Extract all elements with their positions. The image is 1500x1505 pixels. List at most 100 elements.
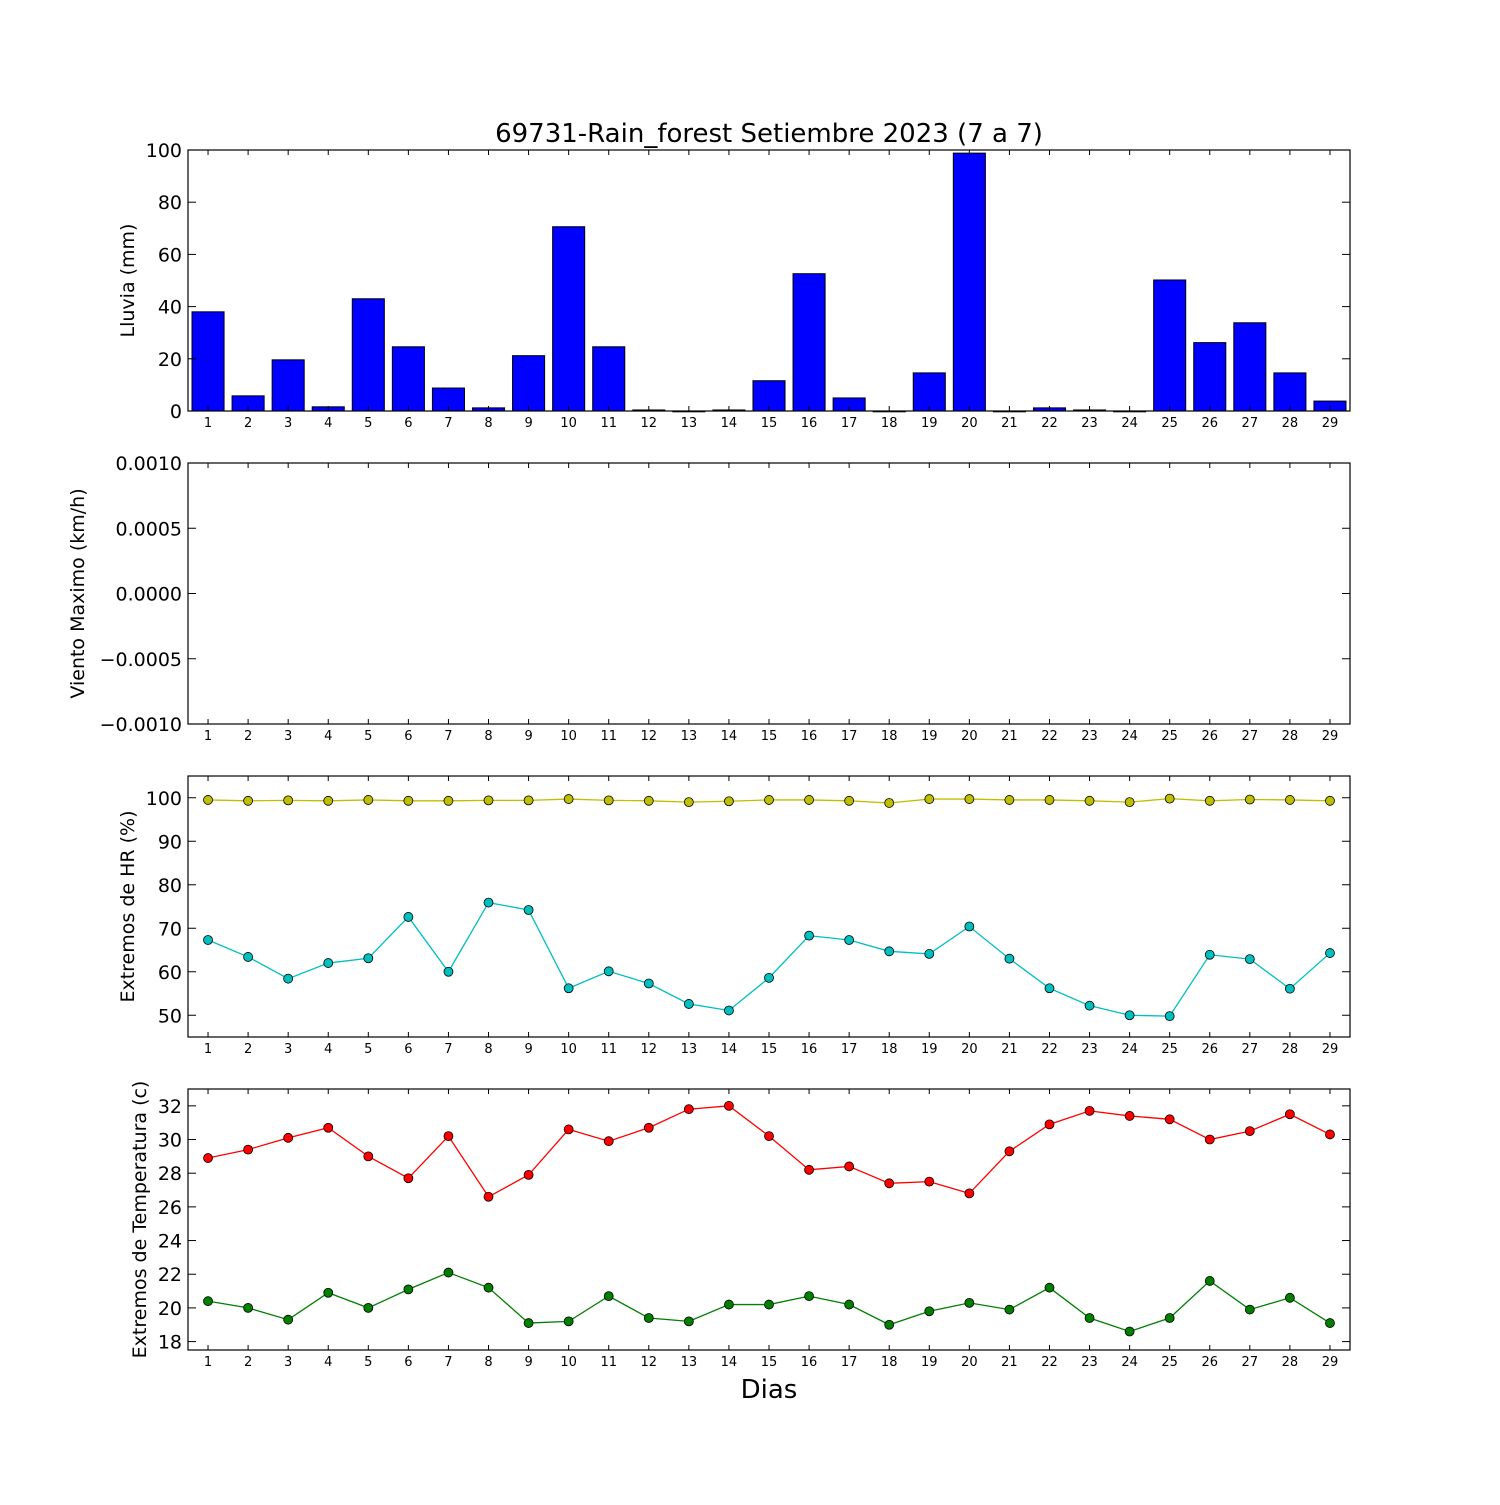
rain-x-tick-label: 4 (324, 416, 332, 431)
wind-x-tick-label: 8 (484, 729, 492, 744)
humidity-x-tick-label: 7 (444, 1042, 452, 1057)
temperature-series-2-point (603, 1291, 614, 1302)
temperature-panel: 1 2 3 4 5 6 7 8 9 10 11 12 13 14 15 16 17 18 19 20 21 22 23 24 2… (129, 1081, 1351, 1370)
temperature-x-tick-label: 24 (1121, 1355, 1138, 1370)
humidity-series-1-point (483, 795, 494, 806)
wind-x-tick-label: 22 (1041, 729, 1058, 744)
temperature-series-2-point (884, 1319, 895, 1330)
wind-x-tick-label: 16 (801, 729, 818, 744)
rain-bar (191, 311, 225, 412)
temperature-series-1-point (1164, 1114, 1175, 1125)
temperature-y-tick-label: 32 (158, 1096, 182, 1118)
rain-x-tick-label: 21 (1001, 416, 1018, 431)
wind-x-tick-label: 27 (1242, 729, 1259, 744)
humidity-series-1-point (563, 794, 574, 804)
temperature-series-1-point (203, 1153, 213, 1163)
humidity-series-1-point (1325, 795, 1335, 806)
temperature-series-1-point (523, 1169, 534, 1180)
humidity-x-tick-label: 13 (681, 1042, 698, 1057)
temperature-series-2-point (1124, 1326, 1135, 1337)
rain-x-tick-label: 11 (600, 416, 617, 431)
wind-x-tick-label: 2 (244, 729, 252, 744)
temperature-series-1-point (643, 1122, 654, 1133)
rain-x-tick-label: 16 (801, 416, 818, 431)
wind-y-tick-label: 0.0000 (116, 584, 182, 606)
humidity-x-tick-label: 25 (1161, 1042, 1178, 1057)
rain-bar (952, 152, 986, 412)
temperature-x-tick-label: 18 (881, 1355, 898, 1370)
rain-y-tick-label: 100 (146, 140, 182, 162)
rain-x-tick-label: 20 (961, 416, 978, 431)
humidity-x-tick-label: 8 (484, 1042, 492, 1057)
humidity-series-2-point (483, 897, 494, 908)
rain-y-tick-label: 0 (170, 401, 182, 423)
rain-bar (1193, 342, 1227, 412)
temperature-x-tick-label: 4 (324, 1355, 332, 1370)
humidity-series-2-point (523, 905, 534, 915)
humidity-series-1-point (283, 795, 294, 806)
humidity-series-2-point (563, 983, 574, 994)
temperature-series-1-point (363, 1151, 374, 1162)
rain-x-tick-label: 2 (244, 416, 252, 431)
humidity-x-tick-label: 28 (1282, 1042, 1299, 1057)
rain-y-tick-label: 20 (158, 349, 182, 371)
rain-x-tick-label: 8 (484, 416, 492, 431)
wind-x-tick-label: 6 (404, 729, 412, 744)
wind-y-tick-label: 0.0005 (116, 518, 182, 540)
wind-x-tick-label: 29 (1322, 729, 1339, 744)
wind-x-tick-label: 21 (1001, 729, 1018, 744)
wind-x-tick-label: 25 (1161, 729, 1178, 744)
temperature-series-1-point (884, 1178, 895, 1189)
temperature-series-1-point (1204, 1134, 1215, 1145)
subplots: 1 2 3 4 5 6 7 8 9 10 11 12 13 14 15 16 17 18 19 20 21 22 23 24 2… (67, 140, 1351, 1370)
humidity-series-2-point (683, 999, 694, 1009)
temperature-x-tick-label: 7 (444, 1355, 452, 1370)
wind-x-tick-label: 10 (560, 729, 577, 744)
temperature-y-tick-label: 30 (158, 1130, 182, 1152)
humidity-series-2-point (283, 973, 294, 984)
humidity-series-2-point (1285, 983, 1295, 994)
temperature-y-tick-label: 20 (158, 1298, 182, 1320)
temperature-y-axis-label: Extremos de Temperatura (c) (129, 1081, 151, 1359)
temperature-x-tick-label: 29 (1322, 1355, 1339, 1370)
humidity-series-1-point (1004, 795, 1015, 805)
humidity-series-2-point (724, 1005, 734, 1016)
rain-x-tick-label: 15 (761, 416, 778, 431)
temperature-series-1-point (1124, 1111, 1135, 1121)
humidity-x-tick-label: 3 (284, 1042, 292, 1057)
humidity-x-tick-label: 11 (600, 1042, 617, 1057)
temperature-series-2-point (683, 1316, 694, 1327)
temperature-x-tick-label: 17 (841, 1355, 858, 1370)
x-axis-label: Dias (741, 1375, 798, 1405)
humidity-series-1-point (643, 795, 654, 806)
humidity-x-tick-label: 18 (881, 1042, 898, 1057)
wind-x-tick-label: 9 (524, 729, 532, 744)
temperature-series-1-point (924, 1176, 935, 1187)
humidity-x-tick-label: 4 (324, 1042, 332, 1057)
humidity-series-2-point (1084, 1000, 1095, 1011)
wind-x-tick-label: 4 (324, 729, 332, 744)
temperature-x-tick-label: 22 (1041, 1355, 1058, 1370)
humidity-x-tick-label: 21 (1001, 1042, 1018, 1057)
rain-x-tick-label: 10 (560, 416, 577, 431)
rain-x-tick-label: 17 (841, 416, 858, 431)
temperature-series-2-point (1244, 1304, 1255, 1315)
rain-y-axis-label: Lluvia (mm) (117, 224, 139, 338)
rain-x-tick-label: 13 (681, 416, 698, 431)
temperature-series-2-point (283, 1314, 294, 1325)
temperature-series-1-point (243, 1144, 254, 1155)
rain-bar (1153, 279, 1187, 412)
rain-x-tick-label: 24 (1121, 416, 1138, 431)
humidity-x-tick-label: 23 (1081, 1042, 1098, 1057)
temperature-series-1-point (764, 1131, 774, 1142)
humidity-x-tick-label: 9 (524, 1042, 532, 1057)
rain-x-tick-label: 28 (1282, 416, 1299, 431)
humidity-series-2-point (1164, 1011, 1175, 1022)
humidity-series-2-point (1244, 954, 1255, 965)
temperature-series-2-point (323, 1287, 334, 1298)
temperature-x-tick-label: 20 (961, 1355, 978, 1370)
rain-x-tick-label: 1 (204, 416, 212, 431)
wind-x-tick-label: 28 (1282, 729, 1299, 744)
rain-y-tick-label: 60 (158, 244, 182, 266)
